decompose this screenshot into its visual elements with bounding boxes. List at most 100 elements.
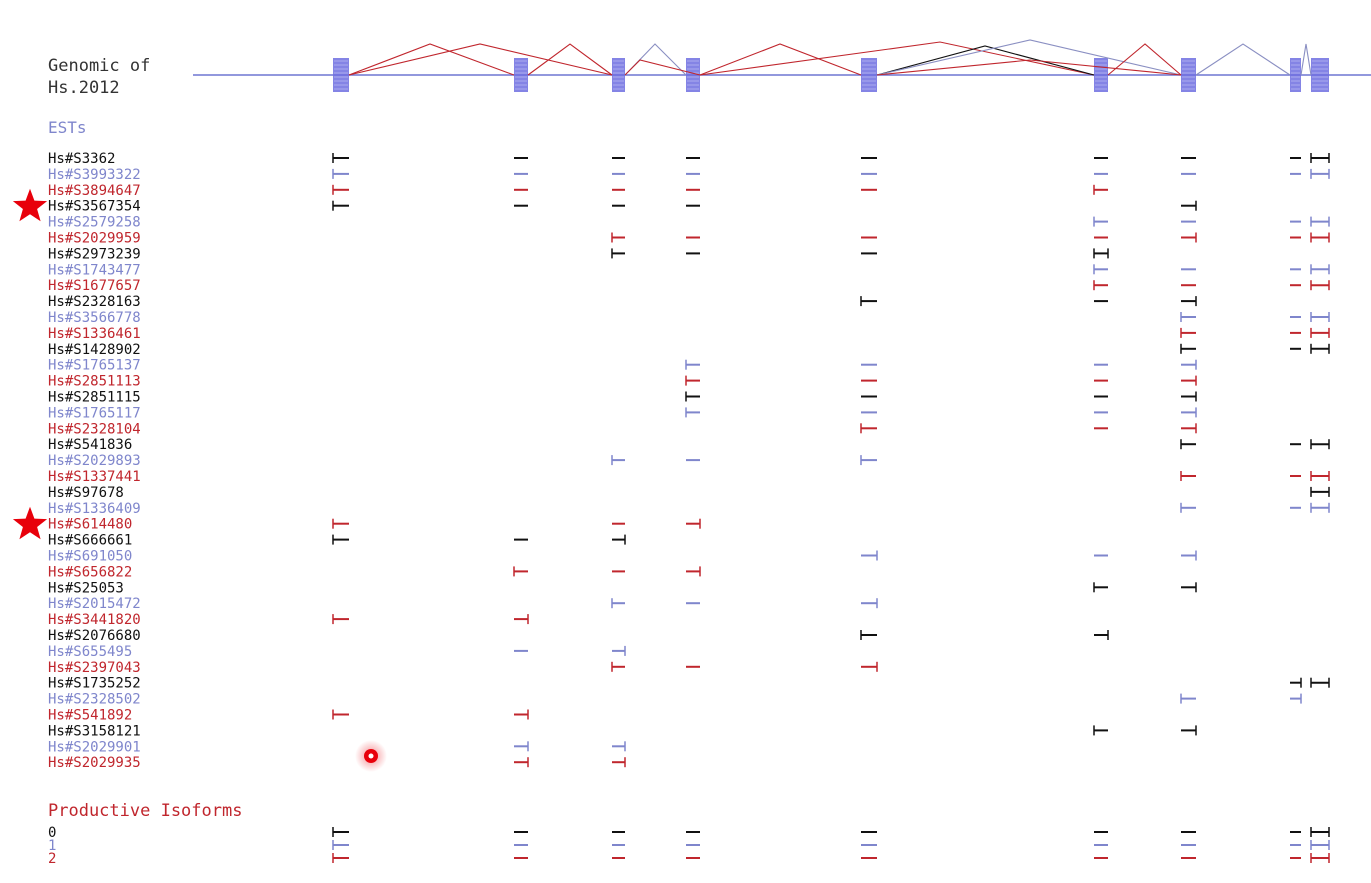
est-label[interactable]: Hs#S3993322 — [48, 167, 141, 183]
isoform-label[interactable]: 0 — [48, 825, 56, 841]
est-label[interactable]: Hs#S2328163 — [48, 294, 141, 310]
isoform-exon-mark — [1310, 853, 1330, 863]
est-label[interactable]: Hs#S1677657 — [48, 278, 141, 294]
est-label[interactable]: Hs#S2851113 — [48, 374, 141, 390]
est-exon-mark — [611, 455, 625, 466]
isoform-label[interactable]: 2 — [48, 851, 56, 867]
est-exon-mark — [332, 614, 349, 625]
exon-block — [1290, 58, 1301, 92]
est-label[interactable]: Hs#S1336461 — [48, 326, 141, 342]
est-exon-mark — [1093, 280, 1108, 291]
intron-junction — [876, 39, 1182, 76]
est-label[interactable]: Hs#S2397043 — [48, 660, 141, 676]
exon-block — [1311, 58, 1329, 92]
intron-junction — [624, 43, 687, 76]
est-label[interactable]: Hs#S1765117 — [48, 405, 141, 421]
est-exon-mark — [1180, 343, 1196, 354]
intron-junction — [348, 43, 515, 76]
est-label[interactable]: Hs#S2973239 — [48, 246, 141, 262]
est-label[interactable]: Hs#S1337441 — [48, 469, 141, 485]
est-exon-mark — [1093, 184, 1108, 195]
exon-block — [1181, 58, 1196, 92]
est-exon-mark — [1093, 264, 1108, 275]
est-label[interactable]: Hs#S541836 — [48, 437, 132, 453]
est-label[interactable]: Hs#S541892 — [48, 708, 132, 724]
est-label[interactable]: Hs#S1428902 — [48, 342, 141, 358]
est-label[interactable]: Hs#S656822 — [48, 564, 132, 580]
est-label[interactable]: Hs#S691050 — [48, 549, 132, 565]
ests-heading: ESTs — [48, 118, 87, 137]
est-label[interactable]: Hs#S3362 — [48, 151, 115, 167]
est-label[interactable]: Hs#S3158121 — [48, 723, 141, 739]
est-exon-mark — [1093, 582, 1108, 593]
est-label[interactable]: Hs#S1735252 — [48, 676, 141, 692]
est-label[interactable]: Hs#S3894647 — [48, 183, 141, 199]
est-exon-mark — [860, 423, 877, 434]
isoform-label-list: 012 — [48, 825, 56, 867]
intron-junction — [699, 43, 862, 76]
exon-block — [1094, 58, 1108, 92]
genomic-track — [193, 39, 1371, 92]
est-label[interactable]: Hs#S614480 — [48, 517, 132, 533]
est-label[interactable]: Hs#S1743477 — [48, 262, 141, 278]
est-label[interactable]: Hs#S97678 — [48, 485, 124, 501]
est-label[interactable]: Hs#S3441820 — [48, 612, 141, 628]
est-exon-mark — [332, 518, 349, 529]
est-label[interactable]: Hs#S2328104 — [48, 421, 141, 437]
est-exon-mark — [514, 709, 529, 720]
est-label[interactable]: Hs#S2076680 — [48, 628, 141, 644]
est-exon-mark — [332, 184, 349, 195]
est-label[interactable]: Hs#S2029893 — [48, 453, 141, 469]
est-exon-mark — [1181, 359, 1197, 370]
est-exon-mark — [685, 407, 700, 418]
est-exon-mark — [1181, 391, 1197, 402]
est-exon-mark — [1310, 471, 1330, 481]
est-exon-mark — [686, 518, 701, 529]
est-exon-mark — [1180, 502, 1196, 513]
est-exon-mark — [1181, 550, 1197, 561]
est-label[interactable]: Hs#S1765137 — [48, 358, 141, 374]
est-exon-mark — [1290, 677, 1302, 688]
est-label[interactable]: Hs#S2029959 — [48, 231, 141, 247]
est-label-list: Hs#S3362Hs#S3993322Hs#S3894647Hs#S356735… — [48, 151, 141, 771]
est-label[interactable]: Hs#S3567354 — [48, 199, 141, 215]
est-exon-mark — [1181, 200, 1197, 211]
star-markers — [12, 188, 48, 540]
est-exon-mark — [685, 359, 700, 370]
est-label[interactable]: Hs#S666661 — [48, 533, 132, 549]
est-label[interactable]: Hs#S2328502 — [48, 692, 141, 708]
est-exon-mark — [860, 630, 877, 640]
intron-junction — [527, 43, 613, 76]
est-label[interactable]: Hs#S2015472 — [48, 596, 141, 612]
est-exon-mark — [1310, 327, 1330, 338]
est-exon-mark — [685, 375, 700, 386]
est-label[interactable]: Hs#S3566778 — [48, 310, 141, 326]
est-exon-mark — [611, 661, 625, 672]
est-exon-mark — [1310, 232, 1330, 243]
est-label[interactable]: Hs#S2851115 — [48, 390, 141, 406]
est-label[interactable]: Hs#S2029935 — [48, 755, 141, 771]
intron-junction — [348, 43, 613, 76]
intron-junction — [1107, 43, 1182, 76]
est-exon-mark — [332, 709, 349, 720]
est-exon-mark — [1310, 312, 1330, 322]
isoform-label[interactable]: 1 — [48, 838, 56, 854]
est-exon-mark — [860, 296, 877, 307]
est-label[interactable]: Hs#S1336409 — [48, 501, 141, 517]
est-label[interactable]: Hs#S2579258 — [48, 215, 141, 231]
genomic-title-line2: Hs.2012 — [48, 78, 120, 98]
est-exon-mark — [1310, 502, 1330, 513]
est-label[interactable]: Hs#S25053 — [48, 580, 124, 596]
est-exon-mark — [1310, 677, 1330, 688]
est-label[interactable]: Hs#S655495 — [48, 644, 132, 660]
isoform-exon-mark — [332, 827, 349, 837]
isoform-exon-mark — [332, 853, 349, 863]
est-exon-mark — [1181, 296, 1197, 307]
est-exon-mark — [1180, 471, 1196, 481]
est-label[interactable]: Hs#S2029901 — [48, 739, 141, 755]
est-exon-mark — [514, 741, 529, 752]
est-exon-mark — [612, 534, 626, 545]
est-exon-mark — [685, 391, 700, 402]
exon-block — [333, 58, 349, 92]
